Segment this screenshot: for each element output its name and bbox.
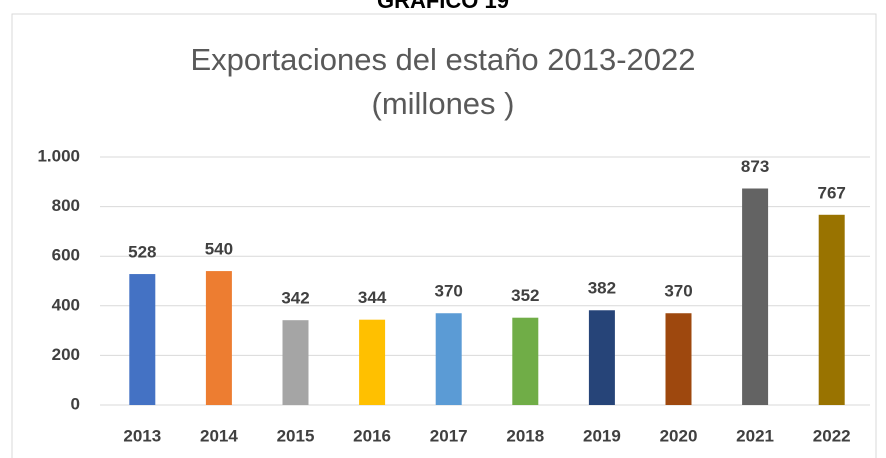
y-tick-label: 0	[71, 394, 80, 413]
data-label: 344	[358, 288, 387, 307]
bar	[282, 320, 309, 405]
chart-title: Exportaciones del estaño 2013-2022	[191, 42, 696, 77]
x-tick-label: 2019	[583, 426, 621, 445]
x-tick-label: 2017	[430, 426, 468, 445]
x-tick-label: 2016	[353, 426, 391, 445]
x-tick-label: 2020	[660, 426, 698, 445]
x-tick-label: 2015	[277, 426, 315, 445]
data-label: 382	[588, 279, 616, 298]
bar	[818, 214, 845, 405]
data-label: 370	[435, 282, 463, 301]
data-label: 767	[818, 183, 846, 202]
y-tick-label: 1.000	[37, 146, 80, 165]
bar	[205, 271, 232, 405]
data-label: 352	[511, 286, 539, 305]
y-tick-label: 400	[52, 295, 80, 314]
bar	[435, 313, 462, 405]
bar	[512, 317, 539, 405]
data-label: 873	[741, 157, 769, 176]
y-tick-label: 600	[52, 246, 80, 265]
data-label: 370	[664, 282, 692, 301]
bar	[129, 274, 156, 405]
bar	[742, 188, 769, 405]
data-label: 528	[128, 243, 156, 262]
x-tick-label: 2014	[200, 426, 238, 445]
caption: GRÁFICO 19	[377, 0, 509, 13]
x-tick-label: 2018	[506, 426, 544, 445]
bar	[665, 313, 692, 405]
chart-frame	[11, 13, 877, 458]
x-tick-label: 2013	[123, 426, 161, 445]
bar	[359, 319, 386, 405]
x-tick-label: 2021	[736, 426, 774, 445]
bar	[588, 310, 615, 405]
y-tick-label: 200	[52, 345, 80, 364]
data-label: 540	[205, 240, 233, 259]
y-tick-label: 800	[52, 196, 80, 215]
x-tick-label: 2022	[813, 426, 851, 445]
chart-subtitle: (millones )	[372, 86, 515, 121]
data-label: 342	[281, 289, 309, 308]
